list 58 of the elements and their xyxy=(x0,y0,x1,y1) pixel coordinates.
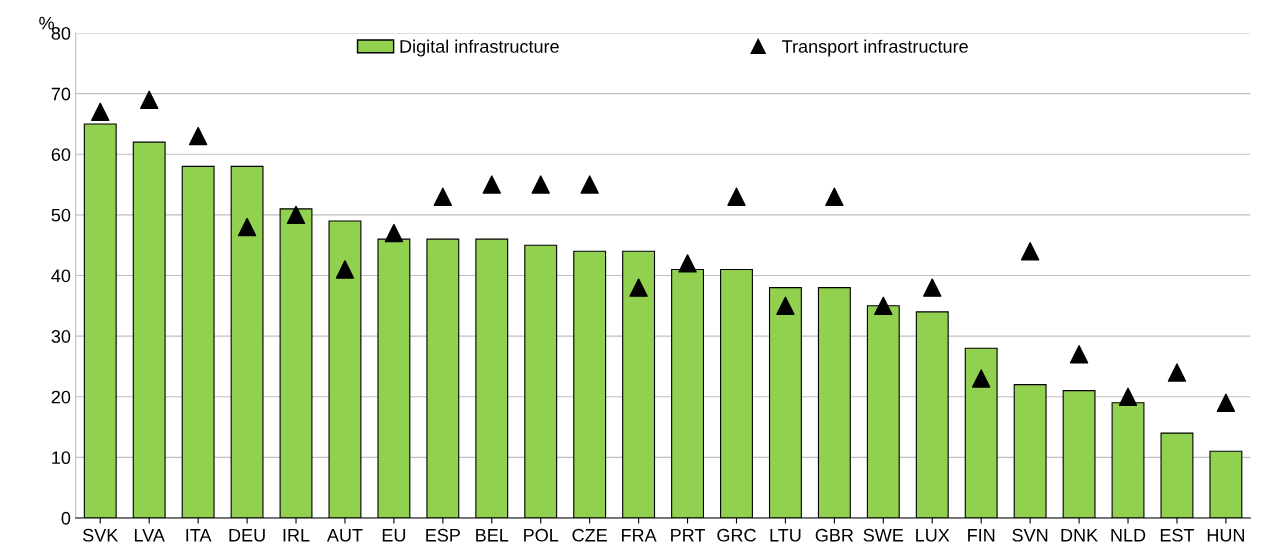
x-tick-label: ESP xyxy=(426,528,460,542)
x-tick-label: LVA xyxy=(134,529,165,542)
x-tick-label: IRL xyxy=(283,529,310,542)
x-tick-label: NLD xyxy=(1111,529,1146,542)
point xyxy=(971,369,991,388)
x-tick-label: SWE xyxy=(863,528,904,542)
point xyxy=(482,175,501,194)
x-tick-label: AUT xyxy=(326,529,363,542)
point xyxy=(678,254,697,273)
x-tick-label: CZE xyxy=(572,528,607,542)
point xyxy=(580,175,599,194)
x-tick-label: SVN xyxy=(1012,528,1048,542)
y-tick-label: 20 xyxy=(51,390,71,404)
point xyxy=(91,102,110,122)
point xyxy=(1020,242,1040,261)
point xyxy=(384,223,404,243)
point xyxy=(874,296,893,316)
x-tick-label: DNK xyxy=(1061,529,1098,542)
y-tick-label: 60 xyxy=(51,148,71,161)
legend-label: Digital infrastructure xyxy=(400,39,559,57)
point xyxy=(1069,345,1089,364)
x-tick-label: GBR xyxy=(815,528,854,542)
point xyxy=(286,205,306,225)
y-tick-label: 0 xyxy=(61,511,71,525)
x-tick-label: FRA xyxy=(622,529,657,542)
x-tick-label: SVK xyxy=(83,528,119,542)
point xyxy=(727,187,746,206)
point xyxy=(629,278,648,297)
x-tick-label: ITA xyxy=(186,529,212,542)
point xyxy=(335,260,355,279)
x-tick-label: POL xyxy=(524,528,559,542)
y-tick-label: 70 xyxy=(51,87,71,101)
point xyxy=(237,217,257,237)
y-tick-label: 10 xyxy=(52,451,71,465)
point xyxy=(1216,393,1236,412)
x-tick-label: DEU xyxy=(229,529,265,542)
point xyxy=(531,175,550,194)
point xyxy=(923,278,942,297)
y-tick-label: 50 xyxy=(51,208,71,222)
point xyxy=(776,296,795,316)
x-tick-label: EU xyxy=(382,529,406,542)
x-tick-label: FIN xyxy=(968,529,995,542)
point xyxy=(1167,363,1187,382)
point xyxy=(188,126,208,146)
x-tick-label: GRC xyxy=(717,528,756,542)
x-tick-label: PRT xyxy=(671,529,706,542)
point xyxy=(139,90,159,109)
point xyxy=(825,187,844,206)
y-tick-label: 30 xyxy=(51,330,71,343)
point xyxy=(1118,387,1138,406)
x-tick-label: BEL xyxy=(476,529,509,542)
point xyxy=(433,187,453,206)
x-tick-label: LUX xyxy=(916,529,950,542)
x-tick-label: HUN xyxy=(1207,529,1244,542)
x-tick-label: LTU xyxy=(770,529,801,542)
x-tick-label: EST xyxy=(1160,528,1195,542)
y-tick-label: 40 xyxy=(51,269,71,283)
legend-label: Transport infrastructure xyxy=(782,39,968,57)
